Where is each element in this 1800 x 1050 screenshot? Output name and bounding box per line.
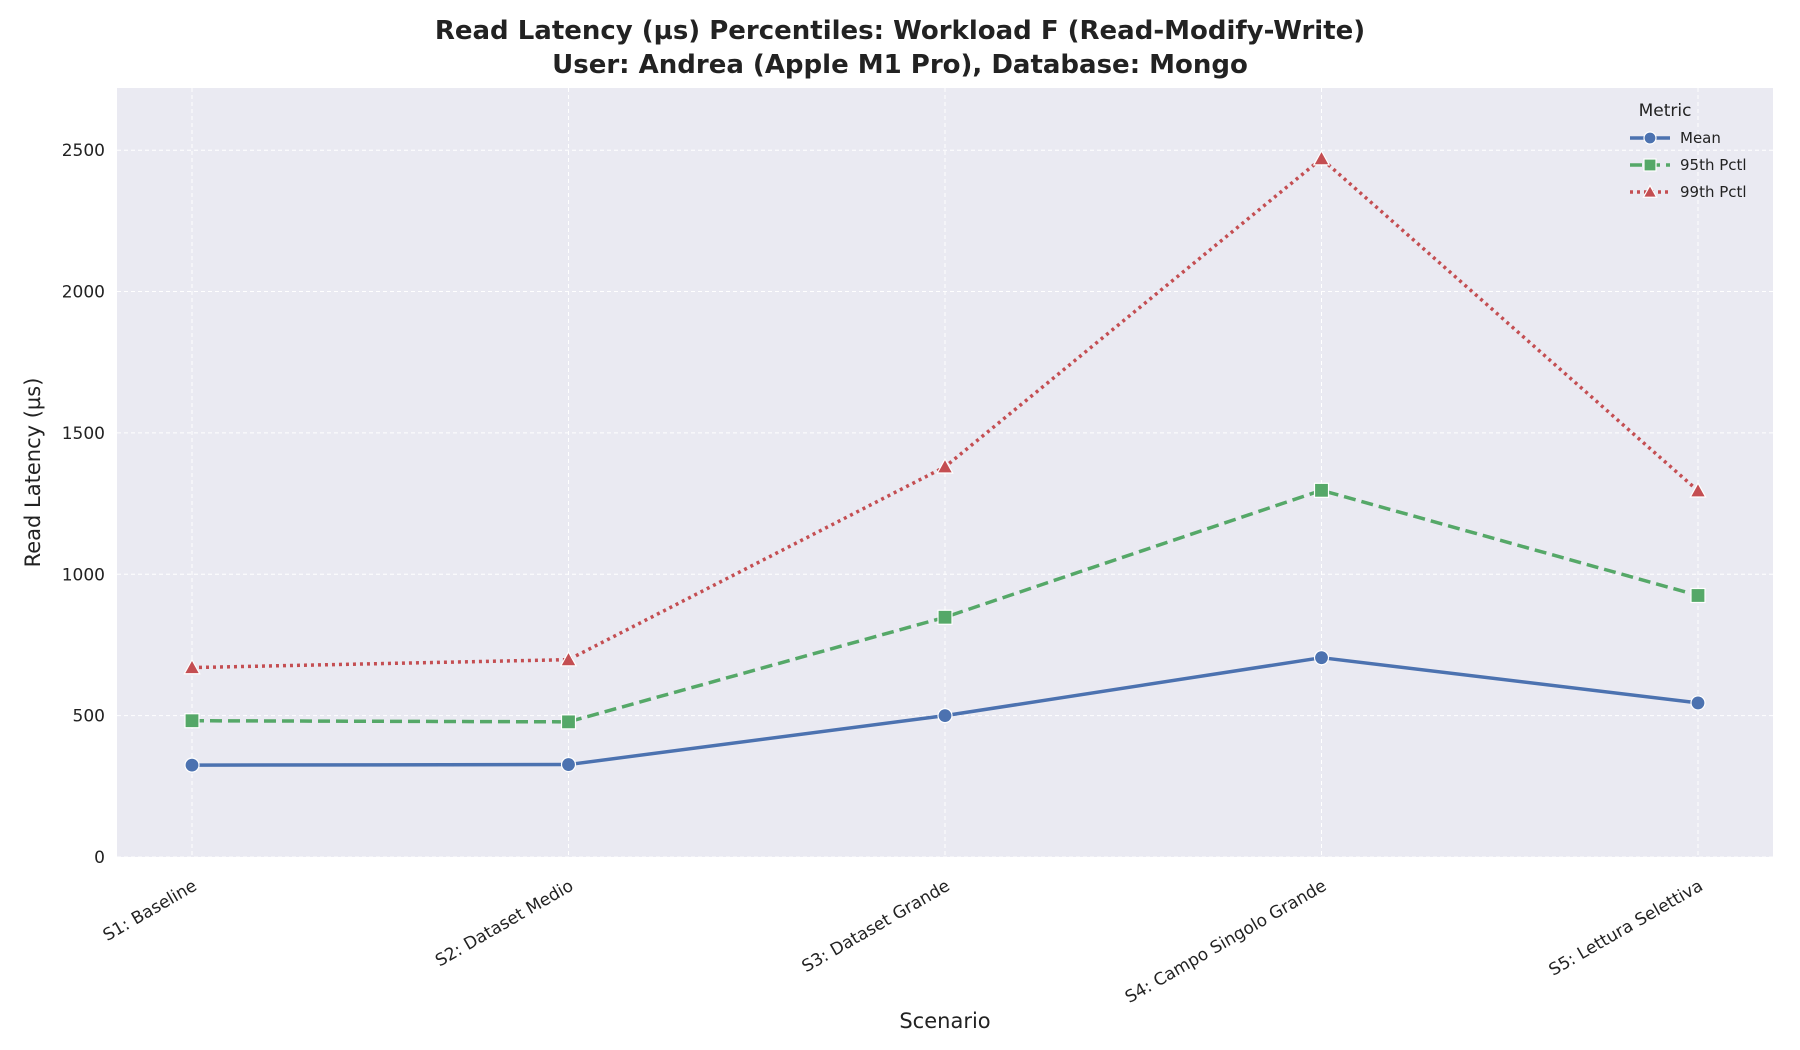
data-point <box>936 457 954 474</box>
y-tick-label: 1500 <box>62 424 105 444</box>
x-tick-label: S5: Lettura Selettiva <box>1546 876 1707 980</box>
x-tick-label: S3: Dataset Grande <box>799 876 954 977</box>
legend-entry: 99th Pctl <box>1680 183 1747 201</box>
y-tick-label: 500 <box>73 707 105 727</box>
series-lines <box>183 149 1707 773</box>
legend-marker <box>1643 131 1657 145</box>
y-tick-label: 2500 <box>62 141 105 161</box>
series-1 <box>184 650 1706 773</box>
data-point <box>1313 650 1330 666</box>
data-point <box>1313 482 1330 498</box>
legend-marker <box>1642 184 1658 198</box>
data-point <box>1690 695 1706 711</box>
chart-title: Read Latency (µs) Percentiles: Workload … <box>0 14 1800 82</box>
data-point <box>937 609 953 625</box>
data-point <box>184 757 200 773</box>
data-point <box>560 756 577 773</box>
data-point <box>1312 149 1331 166</box>
series-2 <box>184 482 1706 730</box>
y-tick-label: 0 <box>94 848 105 868</box>
y-axis-ticks: 0 500 1000 1500 2000 2500 <box>62 141 105 868</box>
data-point <box>560 714 577 730</box>
x-tick-label: S2: Dataset Medio <box>432 876 577 971</box>
data-point <box>559 650 578 667</box>
y-axis-label: Read Latency (µs) <box>21 378 45 568</box>
series-3 <box>183 149 1707 675</box>
y-tick-label: 1000 <box>62 565 105 585</box>
data-point <box>184 713 200 729</box>
legend-entry: 95th Pctl <box>1680 156 1747 174</box>
data-point <box>183 658 201 675</box>
grid-lines <box>117 88 1773 858</box>
x-axis-ticks: S1: Baseline S2: Dataset Medio S3: Dataset… <box>100 876 1707 1008</box>
legend-entry: Mean <box>1680 129 1721 147</box>
y-tick-label: 2000 <box>62 283 105 303</box>
legend-marker <box>1643 158 1657 172</box>
x-axis-label: Scenario <box>899 1009 990 1033</box>
data-point <box>1689 481 1707 498</box>
data-point <box>937 708 953 724</box>
legend-title: Metric <box>1639 101 1692 121</box>
x-tick-label: S1: Baseline <box>100 876 201 946</box>
chart-title-line1: Read Latency (µs) Percentiles: Workload … <box>434 16 1366 46</box>
chart-title-line2: User: Andrea (Apple M1 Pro), Database: M… <box>552 50 1248 80</box>
x-tick-label: S4: Campo Singolo Grande <box>1122 876 1330 1008</box>
data-point <box>1690 587 1706 604</box>
legend: Metric Mean 95th Pctl 99th Pctl <box>1630 101 1747 201</box>
